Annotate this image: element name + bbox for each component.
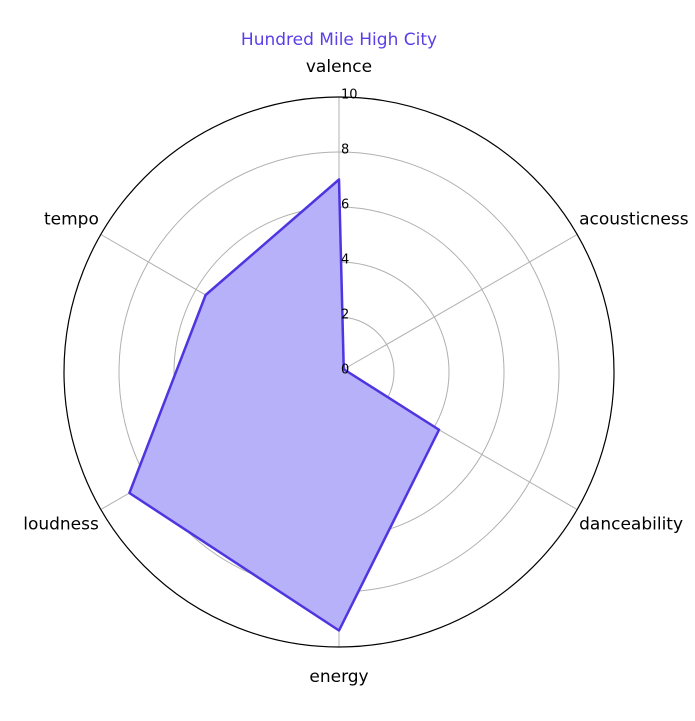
axis-label-acousticness: acousticness bbox=[579, 210, 689, 230]
axis-label-loudness: loudness bbox=[23, 515, 99, 535]
r-tick-label-8: 8 bbox=[341, 143, 349, 158]
chart-title: Hundred Mile High City bbox=[241, 30, 437, 50]
r-tick-label-0: 0 bbox=[341, 363, 349, 378]
axis-label-tempo: tempo bbox=[44, 210, 99, 230]
tick-label-layer: 0 2 4 6 8 10 bbox=[341, 88, 358, 378]
r-tick-label-10: 10 bbox=[341, 88, 358, 103]
data-layer bbox=[128, 178, 441, 632]
axis-label-danceability: danceability bbox=[579, 515, 683, 535]
series-area-0 bbox=[129, 179, 440, 631]
r-tick-label-4: 4 bbox=[341, 253, 349, 268]
r-tick-label-2: 2 bbox=[341, 308, 349, 323]
axis-label-valence: valence bbox=[306, 57, 372, 77]
r-tick-label-6: 6 bbox=[341, 198, 349, 213]
axis-label-energy: energy bbox=[309, 667, 368, 687]
spoke-acousticness bbox=[338, 234, 578, 373]
axis-label-layer: valence acousticness danceability energy lou… bbox=[23, 57, 689, 687]
outer-frame bbox=[63, 96, 615, 648]
